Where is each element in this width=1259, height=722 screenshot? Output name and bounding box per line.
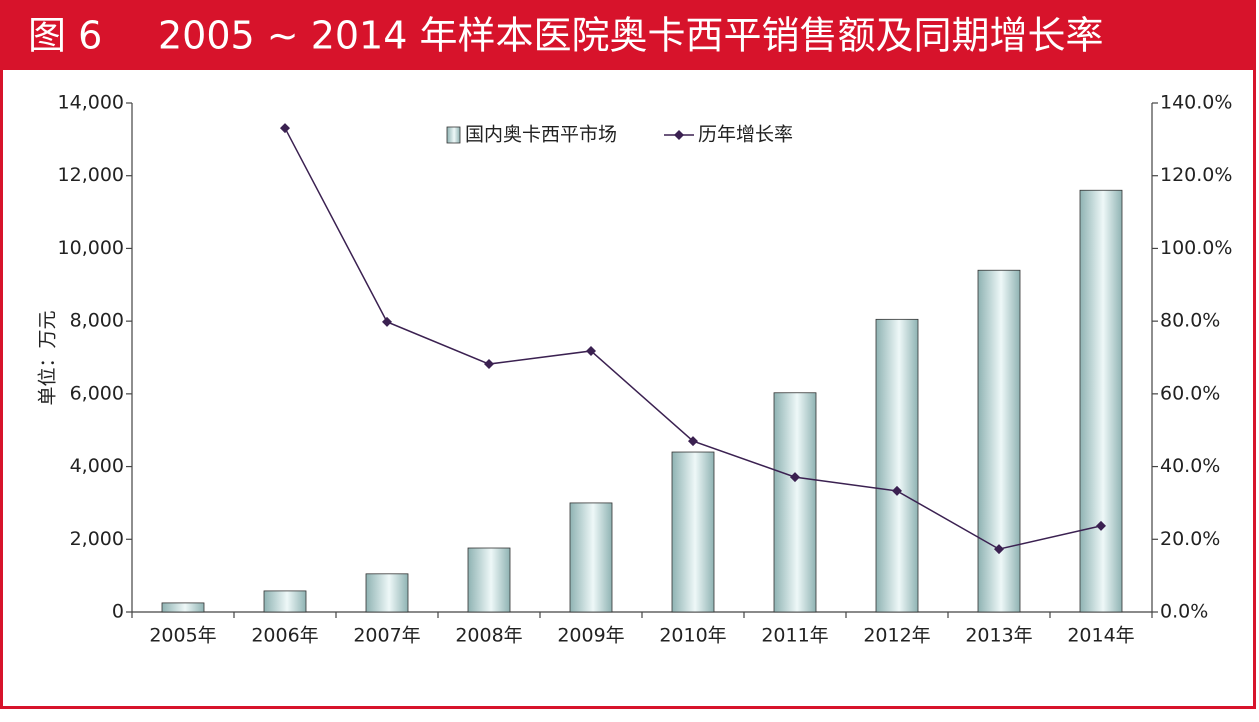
bar: [467, 547, 511, 613]
x-tick-label: 2014年: [1067, 625, 1134, 647]
y2-tick-label: 20.0%: [1160, 528, 1220, 550]
bar: [773, 392, 817, 613]
x-tick-label: 2009年: [557, 625, 624, 647]
x-tick-label: 2007年: [353, 625, 420, 647]
x-tick-label: 2011年: [761, 625, 828, 647]
x-tick-label: 2013年: [965, 625, 1032, 647]
x-tick-label: 2006年: [251, 625, 318, 647]
line-marker: [994, 544, 1004, 555]
y2-tick-label: 120.0%: [1160, 164, 1232, 186]
line-marker: [382, 316, 392, 327]
y2-tick-label: 60.0%: [1160, 382, 1220, 404]
bar: [875, 318, 919, 613]
y2-tick-label: 40.0%: [1160, 455, 1220, 477]
line-marker: [484, 359, 494, 370]
bar: [1079, 189, 1123, 613]
line-marker: [892, 485, 902, 496]
line-marker: [688, 436, 698, 447]
y2-tick-label: 80.0%: [1160, 310, 1220, 332]
y2-tick-label: 140.0%: [1160, 92, 1232, 114]
figure-label: 图 6: [28, 14, 102, 58]
legend-bar-swatch: [446, 126, 461, 144]
y2-tick-label: 0.0%: [1160, 601, 1208, 623]
y-tick-label: 4,000: [70, 455, 124, 477]
x-tick-label: 2012年: [863, 625, 930, 647]
bar: [569, 502, 613, 613]
line-marker: [1096, 520, 1106, 531]
bar: [671, 451, 715, 613]
x-tick-label: 2010年: [659, 625, 726, 647]
line-marker: [586, 345, 596, 356]
y-tick-label: 12,000: [58, 164, 124, 186]
line-marker: [280, 123, 290, 134]
bar: [977, 269, 1021, 613]
y-tick-label: 14,000: [58, 92, 124, 114]
y-tick-label: 10,000: [58, 237, 124, 259]
frame: [0, 0, 1256, 709]
legend-marker: [674, 130, 684, 140]
y-tick-label: 8,000: [70, 310, 124, 332]
header-band: [0, 0, 1256, 70]
y-tick-label: 0: [112, 601, 124, 623]
line-marker: [790, 472, 800, 483]
y-tick-label: 6,000: [70, 382, 124, 404]
legend-label: 历年增长率: [698, 124, 793, 146]
chart-title: 2005 ~ 2014 年样本医院奥卡西平销售额及同期增长率: [158, 14, 1104, 58]
bar: [161, 602, 205, 613]
y2-tick-label: 100.0%: [1160, 237, 1232, 259]
y-axis-label: 单位：万元: [37, 310, 59, 405]
legend-label: 国内奥卡西平市场: [465, 124, 617, 146]
bar: [263, 590, 307, 613]
y-tick-label: 2,000: [70, 528, 124, 550]
x-tick-label: 2005年: [149, 625, 216, 647]
x-tick-label: 2008年: [455, 625, 522, 647]
bar: [365, 573, 409, 613]
